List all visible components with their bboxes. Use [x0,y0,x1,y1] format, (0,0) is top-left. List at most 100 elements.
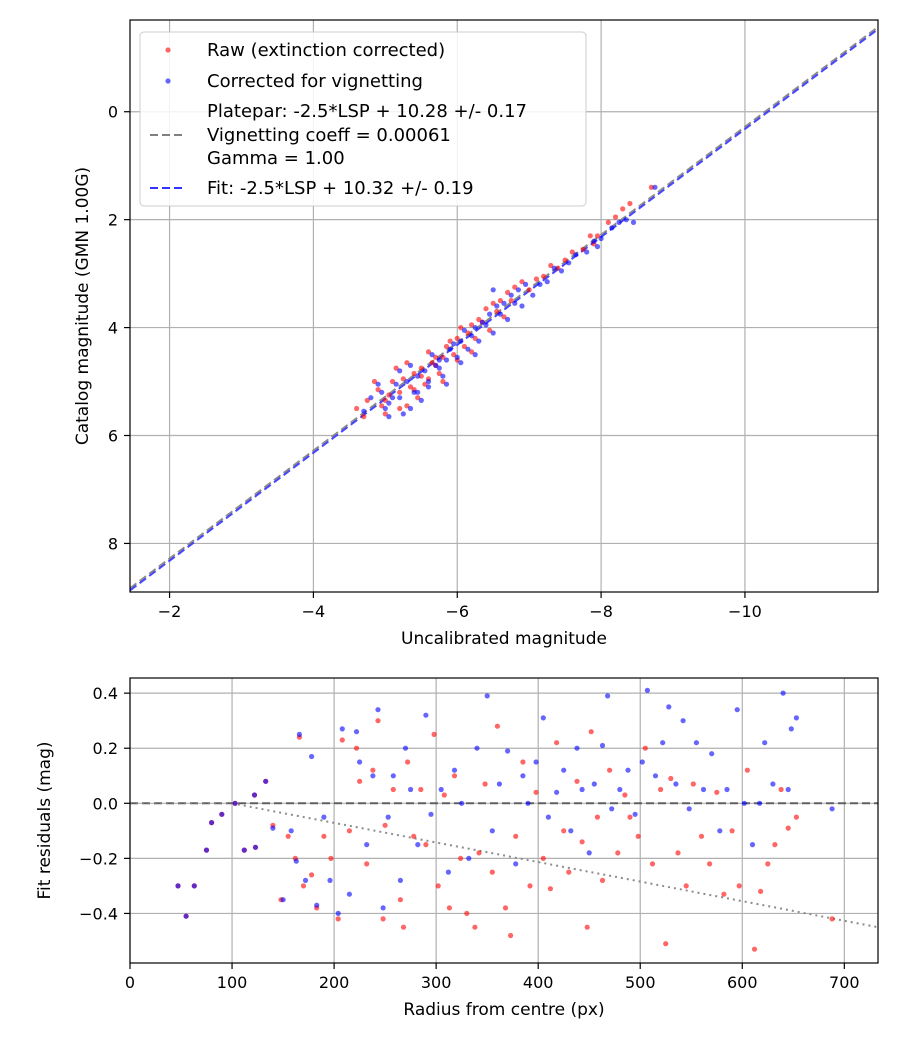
plot-frame [129,19,879,593]
data-point [474,745,480,751]
data-point [605,219,611,225]
data-point [569,249,575,255]
data-point [513,861,519,867]
data-point [568,828,574,834]
x-tick-label: 200 [319,973,350,992]
x-axis-label: Uncalibrated magnitude [401,629,607,649]
y-tick-label: 0.0 [93,794,118,813]
data-point [489,828,495,834]
data-point [594,233,601,239]
data-point [793,715,800,721]
data-point [451,341,457,347]
x-tick-label: 0 [125,973,135,992]
data-point [680,718,686,724]
data-point [469,333,475,339]
data-point [652,773,659,779]
data-point [526,287,532,293]
data-point [515,287,522,293]
legend-marker [165,78,171,84]
data-point [788,726,794,732]
plot-area [130,687,878,952]
data-point [390,773,396,779]
legend-box [139,31,587,207]
data-point [346,828,352,834]
data-point [454,354,460,360]
data-point [293,858,299,864]
data-point [483,322,489,328]
data-point [433,362,439,368]
data-point [400,924,407,930]
data-point [562,257,568,263]
data-point [558,268,565,274]
data-point [625,767,631,773]
y-tick-label: 4 [108,319,118,338]
data-point [612,214,619,220]
data-point [627,200,633,207]
data-point [561,767,567,773]
data-point [751,946,758,952]
data-point [778,786,784,793]
data-point [598,235,604,242]
data-point [490,287,496,293]
data-point [382,405,388,412]
data-point [407,362,414,368]
data-point [729,828,735,834]
data-point [658,786,664,793]
x-tick-label: −2 [158,602,182,621]
data-point [389,378,396,385]
y-tick-label: −0.2 [79,849,118,868]
data-point [527,883,533,889]
data-point [183,913,189,919]
data-point [533,276,540,282]
series-1 [361,184,658,420]
data-point [580,246,586,252]
data-point [270,825,276,831]
data-point [280,897,286,903]
data-point [380,916,386,922]
data-point [263,778,269,784]
x-tick-label: 300 [421,973,452,992]
data-point [666,704,672,710]
y-tick-label: 8 [108,534,118,553]
data-point [385,814,391,820]
data-point [599,742,606,749]
data-point [707,861,713,867]
data-point [744,767,751,773]
data-point [472,335,478,341]
data-point [721,891,727,897]
data-point [508,298,514,304]
data-point [690,781,696,787]
legend: Raw (extinction corrected) Corrected for … [139,31,587,207]
data-point [547,886,554,892]
data-point [494,308,500,314]
data-point [461,343,467,350]
data-point [642,745,648,751]
data-point [484,693,490,699]
data-point [251,792,258,798]
data-point [605,693,611,699]
y-tick-label: 0.2 [93,739,118,758]
legend-label: Vignetting coeff = 0.00061 [207,125,451,146]
data-point [594,814,601,820]
data-point [393,365,399,371]
data-point [501,314,507,320]
data-point [649,861,656,867]
legend-label: Raw (extinction corrected) [207,40,445,61]
data-point [458,855,464,862]
data-point [451,352,457,358]
data-point [551,265,557,271]
data-point [382,397,388,403]
data-point [415,389,421,395]
data-point [300,883,307,889]
data-point [644,687,651,694]
data-point [609,225,615,231]
data-point [520,773,526,779]
data-point [609,806,615,812]
data-point [209,820,215,826]
data-point [232,800,238,806]
data-point [425,384,432,390]
data-point [465,330,471,336]
data-point [709,751,715,757]
data-point [540,715,546,721]
data-point [191,883,197,889]
